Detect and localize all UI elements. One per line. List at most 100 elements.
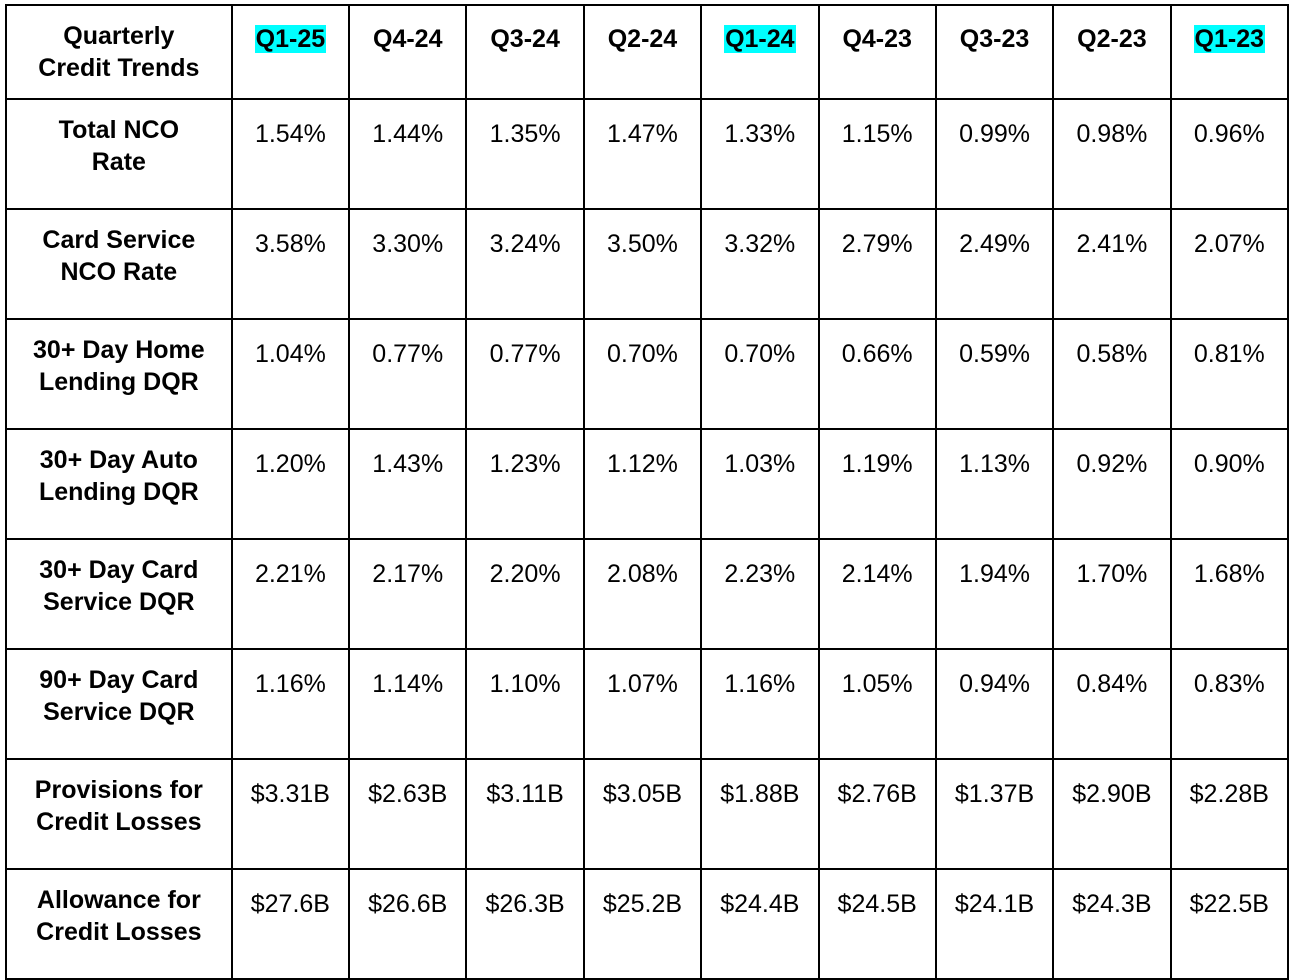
value-cell: 1.47% xyxy=(582,98,703,210)
table-row: Card Service NCO Rate 3.58% 3.30% 3.24% 3.50%… xyxy=(5,208,1290,320)
row-label-cell: 30+ Day Card Service DQR xyxy=(5,538,233,650)
value-cell: 1.07% xyxy=(582,648,703,760)
value-cell: 1.15% xyxy=(817,98,937,210)
table-title-line-1: Quarterly xyxy=(63,22,175,50)
row-label-line: Credit Losses xyxy=(36,918,202,946)
row-label-cell: Allowance for Credit Losses xyxy=(5,868,233,980)
table-row: Provisions for Credit Losses $3.31B $2.63B $… xyxy=(5,758,1290,870)
value-cell: $3.31B xyxy=(230,758,351,870)
value-cell: 0.66% xyxy=(817,318,937,430)
value-cell: 0.99% xyxy=(934,98,1055,210)
value-cell: 0.83% xyxy=(1169,648,1290,760)
row-label-line: Service DQR xyxy=(43,588,195,616)
value-cell: 1.35% xyxy=(465,98,585,210)
quarter-label: Q1-23 xyxy=(1193,25,1266,53)
table-row: 30+ Day Card Service DQR 2.21% 2.17% 2.20% 2.… xyxy=(5,538,1290,650)
row-label-cell: 30+ Day Auto Lending DQR xyxy=(5,428,233,540)
table-body: Total NCO Rate 1.54% 1.44% 1.35% 1.47% 1.33% 1.… xyxy=(5,98,1290,980)
value-cell: 2.20% xyxy=(465,538,585,650)
value-cell: 1.12% xyxy=(582,428,703,540)
column-header-cell: Q3-23 xyxy=(934,4,1055,100)
column-header-cell: Q1-23 xyxy=(1169,4,1290,100)
value-cell: $3.11B xyxy=(465,758,585,870)
column-header-cell: Q2-24 xyxy=(582,4,703,100)
value-cell: 1.04% xyxy=(230,318,351,430)
value-cell: 1.43% xyxy=(348,428,468,540)
value-cell: $24.5B xyxy=(817,868,937,980)
column-header-cell: Q2-23 xyxy=(1052,4,1172,100)
quarter-label: Q4-23 xyxy=(842,25,912,53)
header-row: Quarterly Credit Trends Q1-25 Q4-24 Q3-24 Q… xyxy=(5,4,1290,100)
column-header-cell: Q4-24 xyxy=(348,4,468,100)
value-cell: 2.08% xyxy=(582,538,703,650)
value-cell: 0.96% xyxy=(1169,98,1290,210)
table-row: 30+ Day Auto Lending DQR 1.20% 1.43% 1.23% 1.… xyxy=(5,428,1290,540)
column-header-cell: Q4-23 xyxy=(817,4,937,100)
value-cell: $26.3B xyxy=(465,868,585,980)
value-cell: 1.10% xyxy=(465,648,585,760)
column-header-cell: Q1-25 xyxy=(230,4,351,100)
value-cell: $3.05B xyxy=(582,758,703,870)
row-label-line: Lending DQR xyxy=(38,478,199,506)
credit-trends-table: Quarterly Credit Trends Q1-25 Q4-24 Q3-24 Q… xyxy=(5,4,1290,980)
table-row: Total NCO Rate 1.54% 1.44% 1.35% 1.47% 1.33% 1.… xyxy=(5,98,1290,210)
row-label-cell: 30+ Day Home Lending DQR xyxy=(5,318,233,430)
row-label-cell: Total NCO Rate xyxy=(5,98,233,210)
table-title-line-2: Credit Trends xyxy=(38,54,200,82)
table-title-cell: Quarterly Credit Trends xyxy=(5,4,233,100)
value-cell: $22.5B xyxy=(1169,868,1290,980)
value-cell: 3.30% xyxy=(348,208,468,320)
value-cell: 0.98% xyxy=(1052,98,1172,210)
value-cell: 1.54% xyxy=(230,98,351,210)
value-cell: $1.37B xyxy=(934,758,1055,870)
value-cell: $25.2B xyxy=(582,868,703,980)
value-cell: $24.4B xyxy=(700,868,820,980)
value-cell: 2.41% xyxy=(1052,208,1172,320)
value-cell: 1.70% xyxy=(1052,538,1172,650)
value-cell: $27.6B xyxy=(230,868,351,980)
table-row: 90+ Day Card Service DQR 1.16% 1.14% 1.10% 1.… xyxy=(5,648,1290,760)
value-cell: $2.76B xyxy=(817,758,937,870)
value-cell: 2.17% xyxy=(348,538,468,650)
row-label-line: Rate xyxy=(91,148,146,176)
row-label-line: 30+ Day Home xyxy=(33,336,205,364)
value-cell: 0.77% xyxy=(465,318,585,430)
value-cell: 0.90% xyxy=(1169,428,1290,540)
value-cell: 1.16% xyxy=(230,648,351,760)
column-header-cell: Q1-24 xyxy=(700,4,820,100)
value-cell: 1.20% xyxy=(230,428,351,540)
value-cell: 0.94% xyxy=(934,648,1055,760)
value-cell: 2.14% xyxy=(817,538,937,650)
quarter-label: Q3-23 xyxy=(959,25,1030,53)
value-cell: 0.81% xyxy=(1169,318,1290,430)
value-cell: 1.94% xyxy=(934,538,1055,650)
value-cell: 0.70% xyxy=(582,318,703,430)
value-cell: $2.90B xyxy=(1052,758,1172,870)
table-row: Allowance for Credit Losses $27.6B $26.6B $2… xyxy=(5,868,1290,980)
value-cell: 0.58% xyxy=(1052,318,1172,430)
value-cell: 0.84% xyxy=(1052,648,1172,760)
row-label-line: Lending DQR xyxy=(38,368,199,396)
quarter-label: Q1-24 xyxy=(724,25,796,53)
value-cell: 1.19% xyxy=(817,428,937,540)
value-cell: $2.63B xyxy=(348,758,468,870)
value-cell: 0.70% xyxy=(700,318,820,430)
row-label-line: Provisions for xyxy=(34,776,203,804)
value-cell: 1.16% xyxy=(700,648,820,760)
value-cell: $24.1B xyxy=(934,868,1055,980)
row-label-line: Card Service xyxy=(42,226,196,254)
quarter-label: Q1-25 xyxy=(254,25,327,53)
quarter-label: Q4-24 xyxy=(373,25,443,53)
value-cell: 1.05% xyxy=(817,648,937,760)
value-cell: 2.07% xyxy=(1169,208,1290,320)
row-label-line: 30+ Day Card xyxy=(39,556,199,584)
value-cell: 1.03% xyxy=(700,428,820,540)
row-label-cell: Provisions for Credit Losses xyxy=(5,758,233,870)
quarter-label: Q2-23 xyxy=(1077,25,1147,53)
value-cell: 2.79% xyxy=(817,208,937,320)
value-cell: 2.49% xyxy=(934,208,1055,320)
row-label-line: Credit Losses xyxy=(36,808,202,836)
quarter-label: Q3-24 xyxy=(490,25,560,53)
column-header-cell: Q3-24 xyxy=(465,4,585,100)
value-cell: 3.50% xyxy=(582,208,703,320)
